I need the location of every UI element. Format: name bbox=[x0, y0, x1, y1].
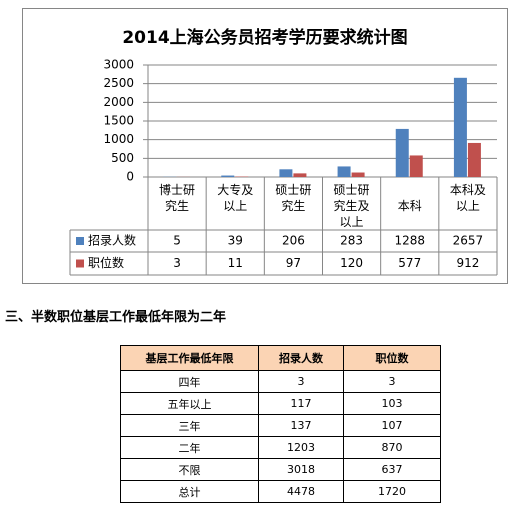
table-value: 1288 bbox=[394, 234, 425, 248]
x-tick-label: 本科 bbox=[397, 199, 422, 213]
table-cell: 五年以上 bbox=[120, 392, 259, 415]
x-tick-label: 本科及以上 bbox=[449, 183, 486, 213]
table-cell: 4478 bbox=[258, 480, 344, 503]
table-cell: 3 bbox=[258, 370, 344, 393]
data-table: 基层工作最低年限 招录人数 职位数 四年 3 3 五年以上 117 103 三年 137 107 二年… bbox=[120, 345, 441, 503]
y-tick-label: 1500 bbox=[103, 114, 134, 128]
header-cell: 招录人数 bbox=[258, 345, 344, 371]
x-tick-label: 硕士研究生 bbox=[275, 183, 312, 213]
bar bbox=[351, 172, 365, 177]
x-tick-label: 大专及以上 bbox=[217, 183, 254, 213]
table-value: 3 bbox=[173, 256, 181, 270]
header-row: 基层工作最低年限 招录人数 职位数 bbox=[120, 345, 441, 371]
table-value: 206 bbox=[282, 234, 305, 248]
table-row: 四年 3 3 bbox=[120, 370, 441, 393]
section-heading: 三、半数职位基层工作最低年限为二年 bbox=[5, 310, 227, 325]
table-cell: 四年 bbox=[120, 370, 259, 393]
legend-key bbox=[76, 259, 84, 268]
table-value: 120 bbox=[340, 256, 363, 270]
bar bbox=[221, 175, 235, 177]
header-cell: 基层工作最低年限 bbox=[120, 345, 259, 371]
chart-frame bbox=[22, 8, 508, 284]
y-tick-label: 3000 bbox=[103, 58, 134, 72]
bar bbox=[453, 77, 467, 177]
bar bbox=[279, 169, 293, 177]
table-row: 总计 4478 1720 bbox=[120, 480, 441, 503]
y-tick-label: 2500 bbox=[103, 76, 134, 90]
table-cell: 637 bbox=[343, 458, 441, 481]
header-cell: 职位数 bbox=[343, 345, 441, 371]
y-tick-label: 500 bbox=[111, 151, 134, 165]
table-value: 97 bbox=[286, 256, 301, 270]
bar bbox=[337, 166, 351, 177]
table-value: 2657 bbox=[453, 234, 484, 248]
table-value: 577 bbox=[398, 256, 421, 270]
table-cell: 1203 bbox=[258, 436, 344, 459]
bar bbox=[467, 142, 481, 177]
bar bbox=[395, 128, 409, 177]
table-row: 三年 137 107 bbox=[120, 414, 441, 437]
table-value: 39 bbox=[228, 234, 243, 248]
bar bbox=[293, 173, 307, 177]
table-cell: 1720 bbox=[343, 480, 441, 503]
table-cell: 二年 bbox=[120, 436, 259, 459]
bar bbox=[409, 155, 423, 177]
y-tick-label: 1000 bbox=[103, 132, 134, 146]
table-cell: 3018 bbox=[258, 458, 344, 481]
legend-label: 职位数 bbox=[88, 255, 124, 270]
table-value: 912 bbox=[456, 256, 479, 270]
table-row: 二年 1203 870 bbox=[120, 436, 441, 459]
table-cell: 三年 bbox=[120, 414, 259, 437]
table-cell: 870 bbox=[343, 436, 441, 459]
legend-label: 招录人数 bbox=[88, 233, 136, 248]
table-cell: 3 bbox=[343, 370, 441, 393]
table-cell: 总计 bbox=[120, 480, 259, 503]
table-cell: 107 bbox=[343, 414, 441, 437]
x-tick-label: 博士研究生 bbox=[159, 183, 196, 213]
table-row: 五年以上 117 103 bbox=[120, 392, 441, 415]
y-tick-label: 2000 bbox=[103, 95, 134, 109]
x-tick-label: 硕士研究生及以上 bbox=[333, 183, 370, 229]
chart: 2014上海公务员招考学历要求统计图 0 500 1000 1500 2000 2500 3… bbox=[22, 8, 508, 284]
table-cell: 137 bbox=[258, 414, 344, 437]
table-value: 5 bbox=[173, 234, 181, 248]
table-value: 283 bbox=[340, 234, 363, 248]
table-row: 不限 3018 637 bbox=[120, 458, 441, 481]
table-cell: 117 bbox=[258, 392, 344, 415]
table-cell: 103 bbox=[343, 392, 441, 415]
table-value: 11 bbox=[228, 256, 243, 270]
legend-key bbox=[76, 237, 84, 245]
chart-title: 2014上海公务员招考学历要求统计图 bbox=[122, 27, 407, 48]
table-cell: 不限 bbox=[120, 458, 259, 481]
y-tick-label: 0 bbox=[126, 170, 134, 184]
